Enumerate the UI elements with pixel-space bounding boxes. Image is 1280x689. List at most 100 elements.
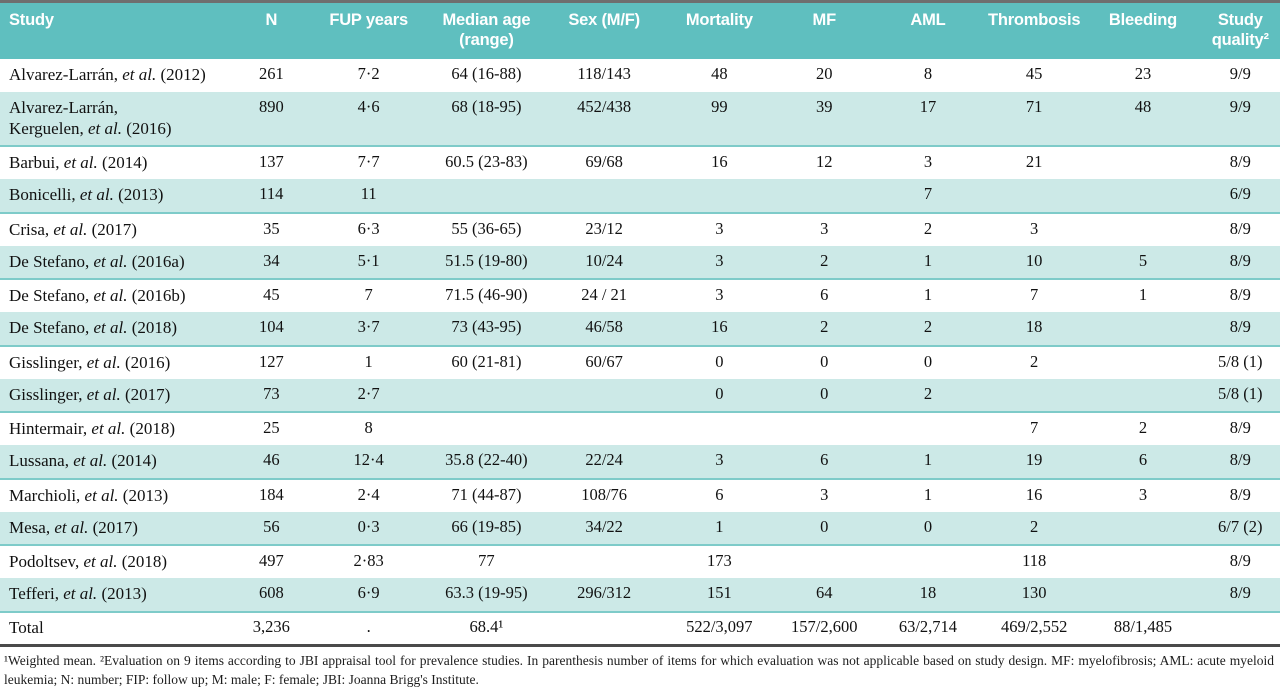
cell-n: 104 bbox=[258, 317, 284, 337]
cell-study-quality: 5/8 (1) bbox=[1218, 383, 1263, 403]
cell-mortality: 48 bbox=[711, 64, 728, 84]
cell-thrombosis: 18 bbox=[1025, 317, 1043, 337]
cell-median-age: 60 (21-81) bbox=[451, 351, 522, 371]
cell-median-age: 64 (16-88) bbox=[451, 64, 522, 84]
cell-median-age: 35.8 (22-40) bbox=[445, 450, 528, 470]
study-row: De Stefano, et al. (2016b) 45 7 71.5 (46-90… bbox=[0, 279, 1280, 313]
cell-mortality: 16 bbox=[711, 152, 728, 171]
study-row: De Stefano, et al. (2016a) 34 5·1 51.5 (19-… bbox=[0, 245, 1280, 279]
cell-bleeding: 3 bbox=[1138, 484, 1148, 504]
cell-sex: 60/67 bbox=[585, 351, 623, 371]
cell-aml bbox=[873, 412, 983, 445]
cell-mf: 20 bbox=[816, 64, 833, 84]
study-row: Barbui, et al. (2014) 137 7·7 60.5 (23-83) 6… bbox=[0, 146, 1280, 180]
study-row: Hintermair, et al. (2018) 25 8 7 2 8/9 bbox=[0, 412, 1280, 446]
cell-median-age: 77 bbox=[478, 551, 495, 570]
cell-bleeding bbox=[1085, 213, 1200, 246]
header-row: Study N FUP years Median age (range) Sex… bbox=[0, 1, 1280, 60]
cell-n: 46 bbox=[263, 450, 280, 470]
cell-aml: 2 bbox=[923, 218, 933, 238]
cell-bleeding: 5 bbox=[1138, 250, 1148, 270]
cell-bleeding bbox=[1085, 545, 1200, 578]
cell-fup-years: 6·3 bbox=[357, 218, 380, 238]
total-cell-n: 3,236 bbox=[252, 616, 290, 636]
cell-fup-years: 2·83 bbox=[353, 551, 384, 570]
cell-thrombosis: 130 bbox=[1021, 583, 1047, 603]
cell-mf bbox=[776, 412, 873, 445]
total-cell-aml: 63/2,714 bbox=[898, 616, 958, 636]
cell-mf bbox=[776, 179, 873, 212]
cell-thrombosis: 10 bbox=[1025, 250, 1043, 270]
cell-n: 497 bbox=[258, 551, 284, 570]
study-citation: Alvarez-Larrán, Kerguelen, et al. (2016) bbox=[9, 97, 172, 138]
cell-bleeding: 6 bbox=[1138, 450, 1148, 470]
cell-bleeding: 2 bbox=[1138, 418, 1148, 437]
study-citation: Tefferi, et al. (2013) bbox=[9, 584, 147, 604]
cell-mf bbox=[776, 545, 873, 578]
cell-mortality: 3 bbox=[715, 285, 724, 304]
cell-fup-years: 7 bbox=[364, 285, 373, 304]
cell-median-age: 66 (19-85) bbox=[451, 516, 522, 536]
cell-median-age: 73 (43-95) bbox=[451, 317, 522, 337]
cell-mortality: 3 bbox=[715, 450, 724, 470]
cell-aml: 8 bbox=[923, 64, 933, 84]
cell-n: 73 bbox=[263, 383, 280, 403]
cell-n: 34 bbox=[263, 250, 280, 270]
study-characteristics-table: Study N FUP years Median age (range) Sex… bbox=[0, 0, 1280, 646]
cell-fup-years: 8 bbox=[364, 418, 373, 437]
study-citation: Gisslinger, et al. (2016) bbox=[9, 352, 171, 372]
cell-aml: 18 bbox=[919, 583, 937, 603]
study-citation: De Stefano, et al. (2016a) bbox=[9, 251, 185, 271]
cell-bleeding bbox=[1085, 379, 1200, 412]
cell-n: 127 bbox=[258, 351, 284, 371]
cell-mortality: 16 bbox=[711, 317, 728, 337]
total-cell-fup-years: . bbox=[366, 616, 371, 636]
total-cell-sex bbox=[545, 612, 663, 646]
cell-aml bbox=[873, 545, 983, 578]
total-label: Total bbox=[9, 617, 44, 637]
cell-fup-years: 0·3 bbox=[357, 516, 380, 536]
cell-study-quality: 8/9 bbox=[1229, 285, 1251, 304]
cell-fup-years: 11 bbox=[360, 184, 377, 204]
cell-fup-years: 6·9 bbox=[357, 583, 380, 603]
cell-study-quality: 8/9 bbox=[1229, 250, 1251, 270]
cell-mf: 64 bbox=[816, 583, 833, 603]
study-citation: Marchioli, et al. (2013) bbox=[9, 485, 169, 505]
cell-n: 56 bbox=[263, 516, 280, 536]
cell-sex: 69/68 bbox=[585, 152, 623, 171]
cell-fup-years: 4·6 bbox=[357, 96, 380, 116]
cell-sex: 22/24 bbox=[585, 450, 623, 470]
cell-aml: 2 bbox=[923, 317, 933, 337]
cell-bleeding: 23 bbox=[1134, 64, 1152, 84]
total-row: Total 3,236 . 68.4¹ 522/3,097 157/2,600 … bbox=[0, 611, 1280, 646]
cell-mf: 6 bbox=[820, 285, 829, 304]
cell-sex: 23/12 bbox=[585, 218, 623, 238]
column-header-mortality: Mortality bbox=[663, 1, 776, 60]
cell-sex: 118/143 bbox=[577, 64, 631, 84]
cell-n: 184 bbox=[258, 484, 284, 504]
cell-aml: 1 bbox=[923, 450, 933, 470]
cell-thrombosis: 71 bbox=[1025, 96, 1043, 116]
total-cell-mf: 157/2,600 bbox=[791, 616, 858, 636]
cell-study-quality: 6/9 bbox=[1229, 184, 1251, 204]
cell-sex bbox=[545, 379, 663, 412]
cell-thrombosis: 16 bbox=[1025, 484, 1043, 504]
cell-mf: 2 bbox=[820, 317, 829, 337]
cell-mortality: 0 bbox=[715, 351, 724, 371]
cell-median-age: 71 (44-87) bbox=[451, 484, 522, 504]
table-body: Alvarez-Larrán, et al. (2012) 261 7·2 64 (1… bbox=[0, 59, 1280, 612]
cell-sex: 452/438 bbox=[577, 96, 632, 116]
cell-median-age: 55 (36-65) bbox=[451, 218, 522, 238]
cell-study-quality: 8/9 bbox=[1229, 152, 1251, 171]
cell-mortality: 6 bbox=[715, 484, 724, 504]
cell-n: 608 bbox=[258, 583, 284, 603]
total-cell-study-quality bbox=[1201, 612, 1280, 646]
cell-median-age bbox=[428, 379, 546, 412]
cell-aml: 2 bbox=[923, 383, 933, 403]
cell-aml: 0 bbox=[923, 351, 933, 371]
study-citation: Gisslinger, et al. (2017) bbox=[9, 384, 171, 404]
cell-thrombosis: 118 bbox=[1022, 551, 1047, 570]
cell-bleeding bbox=[1085, 512, 1200, 545]
cell-median-age: 71.5 (46-90) bbox=[445, 285, 528, 304]
cell-mf: 3 bbox=[820, 484, 829, 504]
